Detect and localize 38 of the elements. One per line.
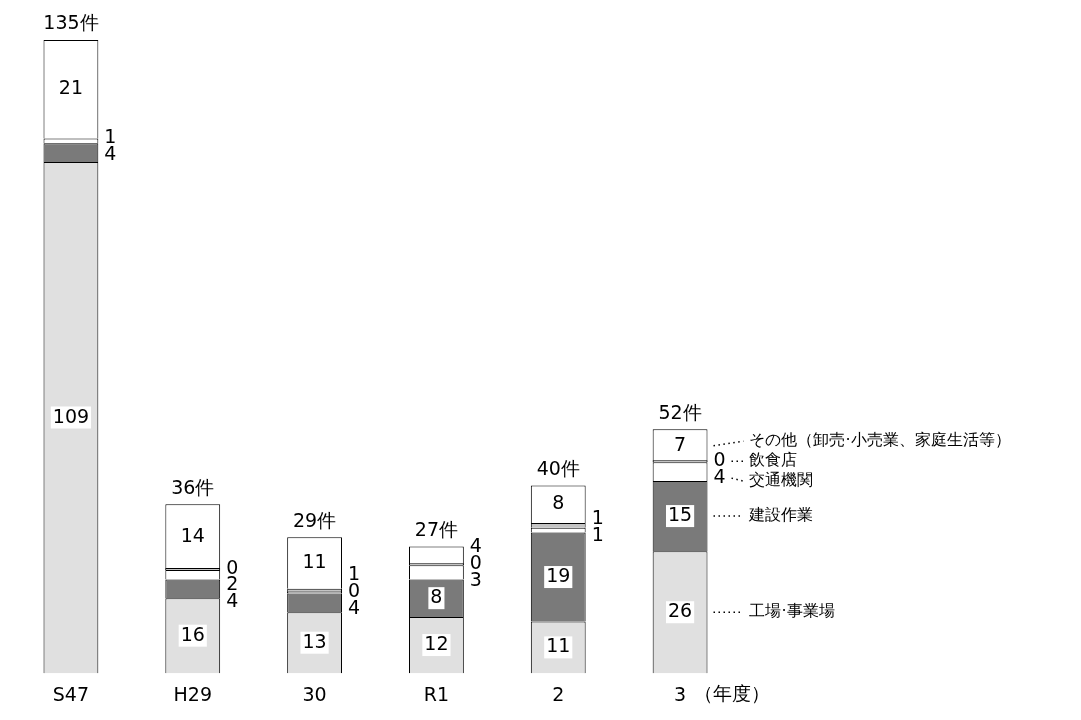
text: 交通機関 xyxy=(749,470,814,490)
x-tick-label: 3 xyxy=(674,682,687,705)
data-label: 19 xyxy=(546,563,571,586)
data-label: 4 xyxy=(348,596,361,619)
data-label: 4 xyxy=(104,142,117,165)
total-label: 36件 xyxy=(171,475,215,498)
text: 建設作業 xyxy=(748,505,814,525)
data-label: 8 xyxy=(552,491,565,514)
data-label: 4 xyxy=(713,465,726,488)
data-label: 1 xyxy=(591,523,604,546)
total-label: 135件 xyxy=(43,11,99,34)
data-label: 4 xyxy=(226,589,239,612)
data-label: 109 xyxy=(52,404,90,427)
data-label: 3 xyxy=(469,568,482,591)
total-label: 29件 xyxy=(292,508,337,531)
x-tick-label: R1 xyxy=(423,682,450,705)
total-label: 27件 xyxy=(414,518,459,540)
text: その他（卸売·小売業、家庭生活等） xyxy=(749,430,1011,450)
data-label: 16 xyxy=(180,622,205,645)
text: 工場·事業場 xyxy=(749,601,835,621)
data-label: 8 xyxy=(430,585,443,608)
data-label: 26 xyxy=(667,599,693,622)
x-tick-label: 30 xyxy=(302,682,327,705)
total-label: 52件 xyxy=(658,400,702,423)
data-label: 15 xyxy=(667,503,693,526)
data-label: 12 xyxy=(424,632,449,654)
x-axis-title: （年度） xyxy=(694,681,771,704)
data-label: 14 xyxy=(180,524,205,547)
x-tick-label: H29 xyxy=(173,682,212,705)
x-tick-label: 2 xyxy=(552,682,565,705)
data-label: 11 xyxy=(546,634,571,657)
data-label: 13 xyxy=(302,629,327,652)
data-label: 21 xyxy=(58,76,84,99)
x-tick-label: S47 xyxy=(52,682,90,705)
data-label: 7 xyxy=(674,432,687,455)
total-label: 40件 xyxy=(536,457,580,480)
text: 飲食店 xyxy=(749,450,798,470)
data-label: 11 xyxy=(302,549,327,572)
